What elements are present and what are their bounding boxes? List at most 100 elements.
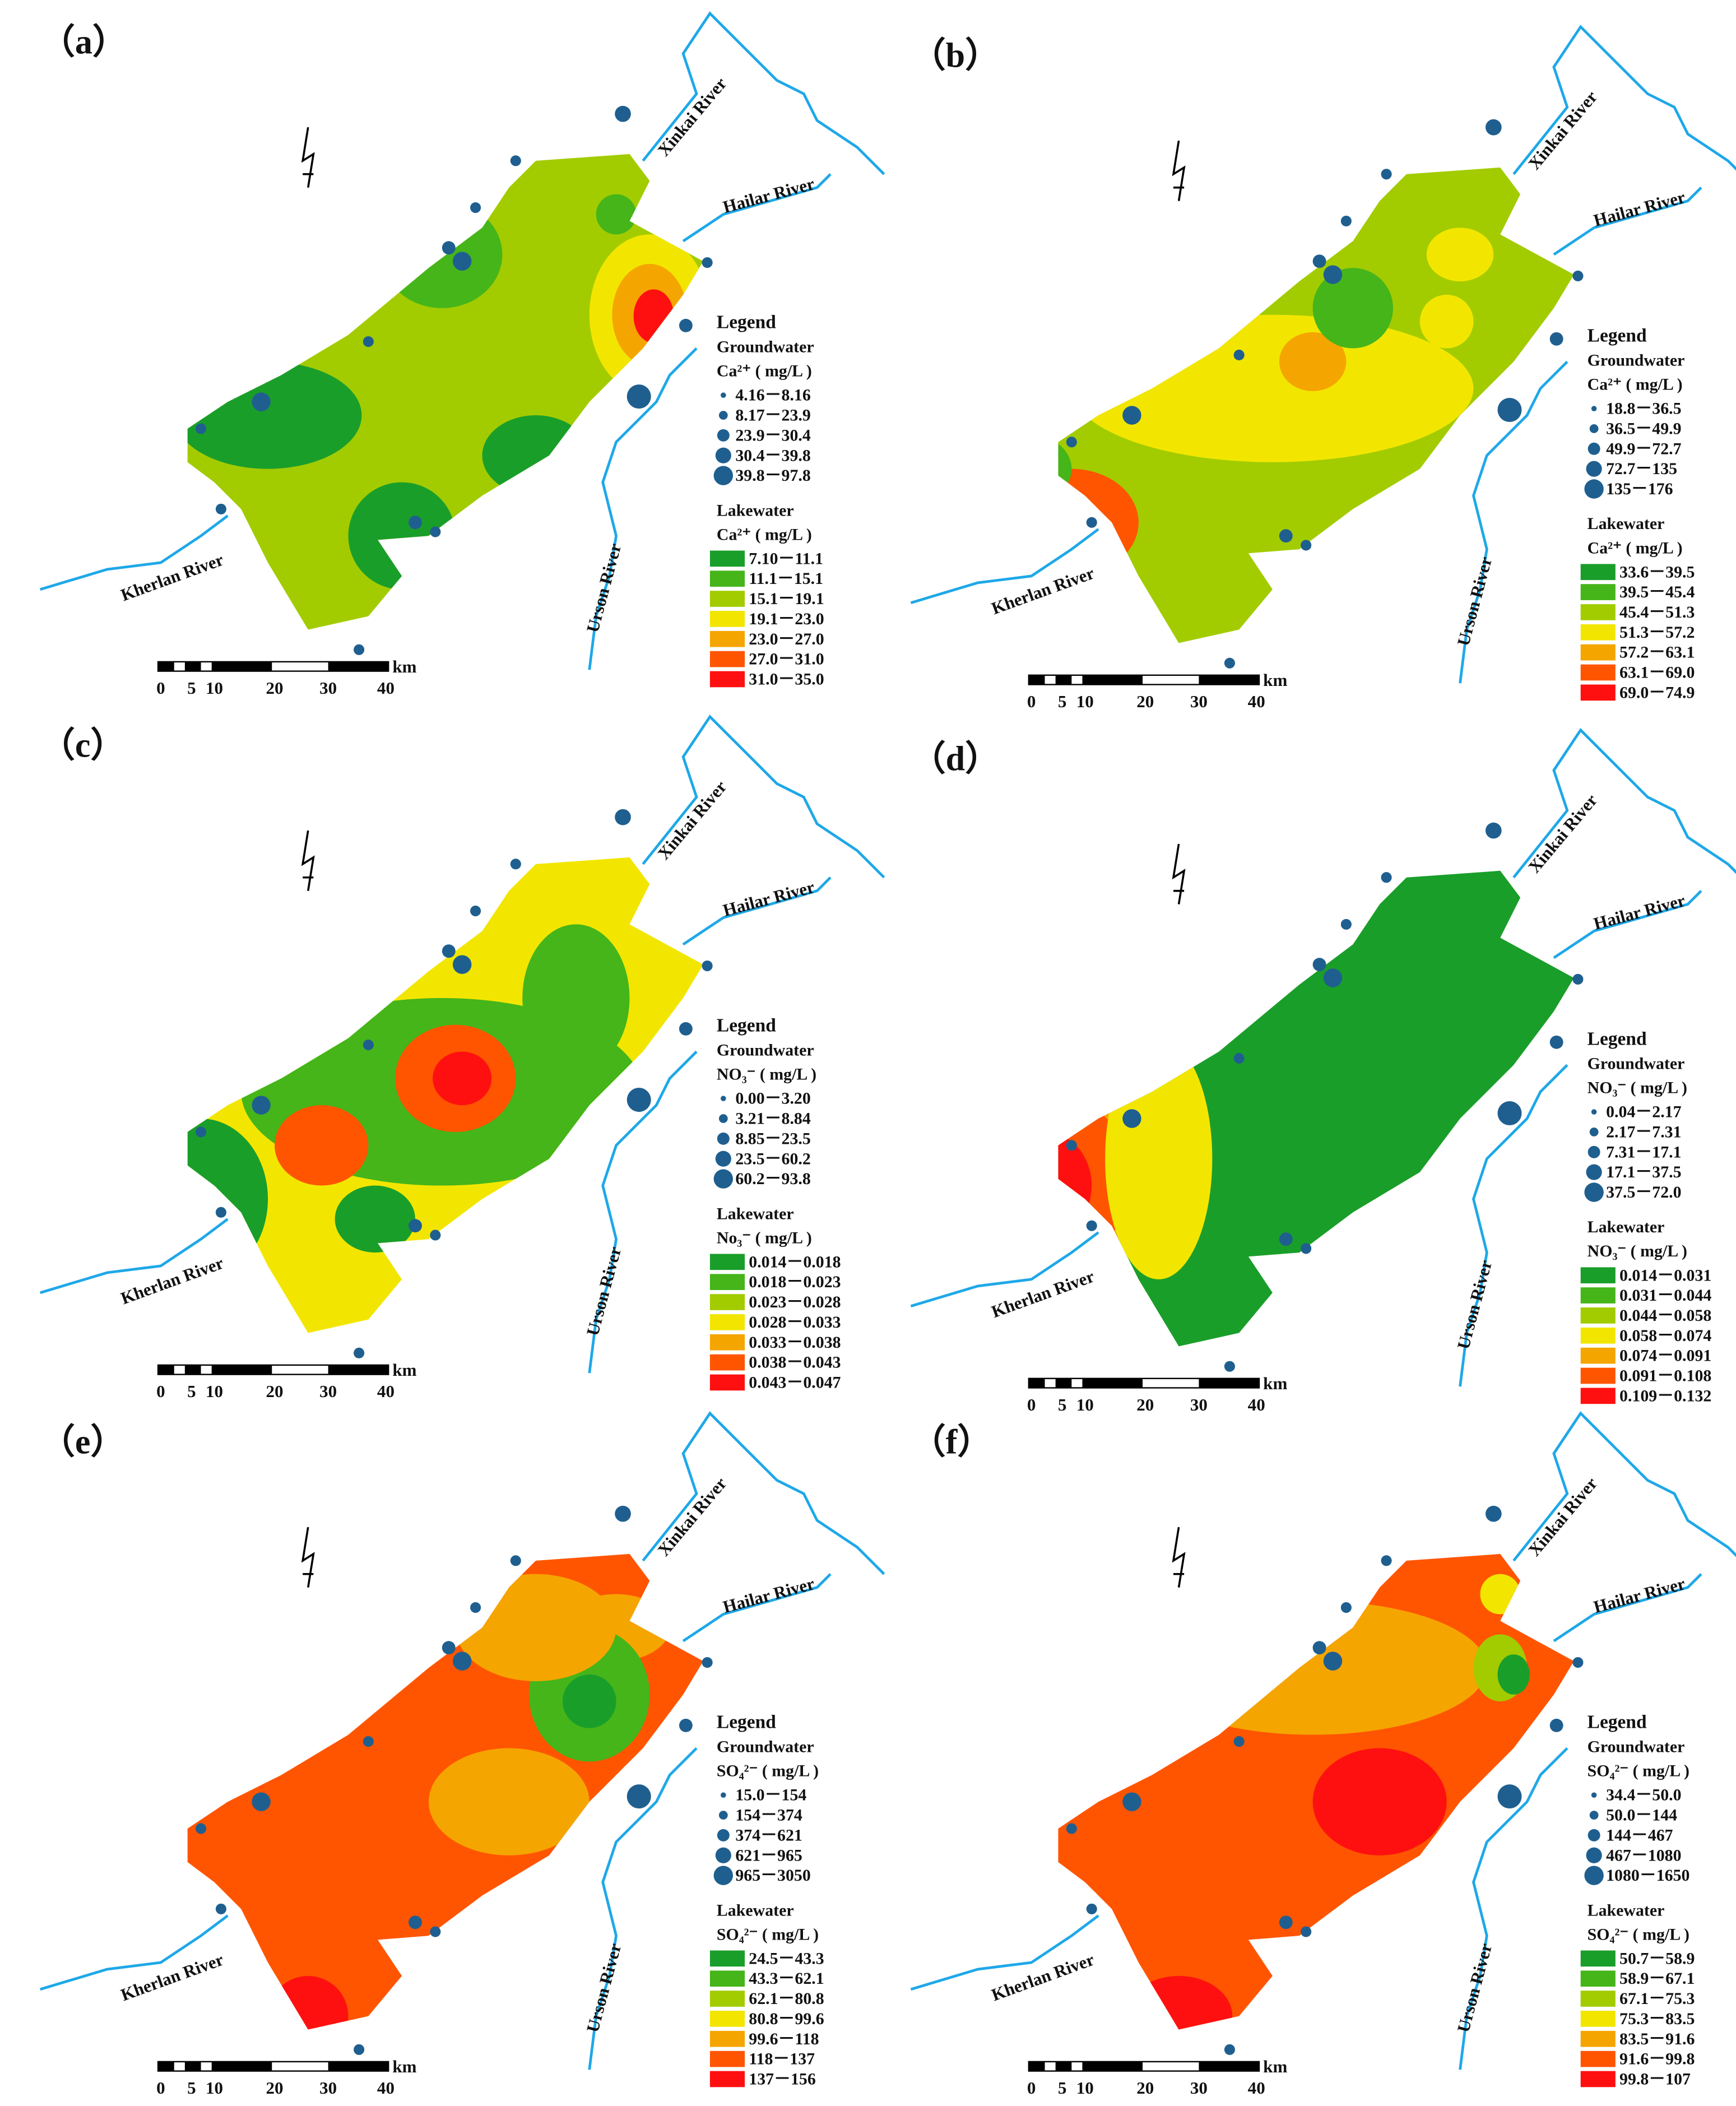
river — [1512, 25, 1736, 175]
legend-class: 621－965 — [735, 1846, 802, 1864]
legend-swatch — [1580, 664, 1616, 681]
legend-class: 23.5－60.2 — [735, 1149, 810, 1168]
scale-segment — [1028, 2061, 1045, 2071]
scale-segment — [328, 2061, 389, 2071]
legend-class: 144－467 — [1606, 1826, 1673, 1844]
scale-unit: km — [392, 1360, 416, 1380]
scale-label: 30 — [319, 1381, 337, 1401]
scale-label: 0 — [156, 1381, 165, 1401]
groundwater-site — [470, 202, 481, 214]
groundwater-site — [430, 1230, 441, 1241]
river-label: Hailar River — [721, 1574, 816, 1617]
groundwater-site — [1301, 1243, 1312, 1254]
legend-swatch — [709, 1991, 745, 2007]
river-label: Hailar River — [1591, 1574, 1687, 1617]
river-label: Kherlan River — [989, 1950, 1097, 2005]
zone — [292, 1119, 351, 1172]
scale-segment — [1199, 1378, 1260, 1388]
legend-heading: Groundwater — [1588, 1055, 1685, 1073]
legend-heading: Lakewater — [717, 501, 794, 519]
panel-label: （f） — [911, 1422, 992, 1462]
scale-segment — [1028, 675, 1045, 685]
groundwater-site — [1279, 1232, 1293, 1246]
zone — [335, 1185, 416, 1253]
legend-param: Ca²⁺ ( mg/L ) — [1588, 539, 1683, 557]
panel: （e） Xinkai River Hailar River Urson River Kh… — [40, 1411, 885, 2098]
legend-class: 49.9－72.7 — [1606, 439, 1682, 458]
legend-symbol — [718, 411, 728, 420]
legend-swatch — [1580, 1367, 1616, 1384]
legend-class: 0.044－0.058 — [1619, 1306, 1711, 1325]
legend-swatch — [709, 2011, 745, 2027]
river — [588, 1747, 698, 2070]
legend-symbol — [715, 1151, 731, 1167]
zone — [1497, 1654, 1530, 1695]
river — [682, 173, 832, 243]
legend-swatch — [709, 570, 745, 587]
legend-swatch — [1580, 1950, 1616, 1967]
scale-segment — [328, 1365, 389, 1375]
zone — [482, 415, 590, 496]
legend-class: 36.5－49.9 — [1606, 420, 1681, 438]
zone — [1058, 1882, 1106, 1950]
river — [682, 876, 832, 946]
groundwater-site — [1122, 1109, 1141, 1128]
groundwater-site — [1224, 1361, 1235, 1372]
legend-class: 137－156 — [749, 2070, 816, 2089]
groundwater-site — [1323, 265, 1343, 284]
scale-segment — [1082, 1378, 1143, 1388]
legend-param: No₃⁻ ( mg/L ) — [717, 1228, 812, 1247]
legend-title: Legend — [1588, 1029, 1647, 1050]
scale-label: 30 — [1190, 2078, 1208, 2098]
legend-class: 0.091－0.108 — [1619, 1367, 1711, 1385]
legend-swatch — [1580, 684, 1616, 701]
legend-swatch — [1580, 584, 1616, 600]
river-label: Urson River — [1453, 1941, 1496, 2035]
scale-label: 30 — [1190, 692, 1208, 711]
groundwater-site — [1485, 119, 1502, 136]
zone — [1058, 468, 1139, 576]
legend-swatch — [709, 1274, 745, 1290]
legend-swatch — [709, 1374, 745, 1391]
legend-param: SO₄²⁻ ( mg/L ) — [1588, 1925, 1689, 1943]
scale-label: 10 — [206, 1381, 223, 1401]
scale-segment — [328, 661, 389, 671]
legend-symbol — [718, 1114, 728, 1123]
zone — [1125, 1975, 1233, 2030]
groundwater-site — [215, 1903, 226, 1914]
legend-param: SO₄²⁻ ( mg/L ) — [717, 1762, 819, 1780]
legend-class: 0.014－0.018 — [749, 1253, 841, 1271]
legend-symbol — [1589, 424, 1599, 433]
groundwater-site — [510, 155, 521, 166]
scale-segment — [184, 661, 201, 671]
legend-swatch — [709, 630, 745, 647]
legend-class: 67.1－75.3 — [1619, 1989, 1695, 2008]
legend-swatch — [709, 1314, 745, 1330]
zone — [455, 1574, 616, 1682]
groundwater-site — [510, 859, 521, 870]
north-arrow — [1172, 140, 1186, 201]
groundwater-site — [1549, 332, 1563, 346]
scale-unit: km — [1263, 1374, 1287, 1393]
legend-swatch — [709, 2071, 745, 2088]
legend-heading: Lakewater — [717, 1901, 794, 1919]
scale-unit: km — [392, 2057, 416, 2076]
legend-symbol — [1586, 1164, 1602, 1180]
groundwater-site — [1224, 2044, 1235, 2055]
legend-class: 57.2－63.1 — [1619, 643, 1695, 662]
legend-class: 374－621 — [735, 1826, 802, 1844]
scale-segment — [1082, 2061, 1143, 2071]
groundwater-site — [626, 1088, 651, 1112]
north-arrow — [1172, 1527, 1186, 1588]
groundwater-site — [452, 955, 472, 974]
groundwater-site — [452, 252, 472, 271]
river-label: Hailar River — [721, 877, 816, 920]
river-label: Xinkai River — [653, 1473, 730, 1560]
groundwater-site — [442, 1641, 456, 1655]
scale-label: 0 — [1027, 2078, 1036, 2098]
legend-swatch — [1580, 1991, 1616, 2007]
legend-title: Legend — [1588, 1712, 1647, 1733]
river — [588, 347, 698, 670]
zone — [1138, 1601, 1487, 1735]
legend-class: 15.0－154 — [735, 1786, 806, 1805]
